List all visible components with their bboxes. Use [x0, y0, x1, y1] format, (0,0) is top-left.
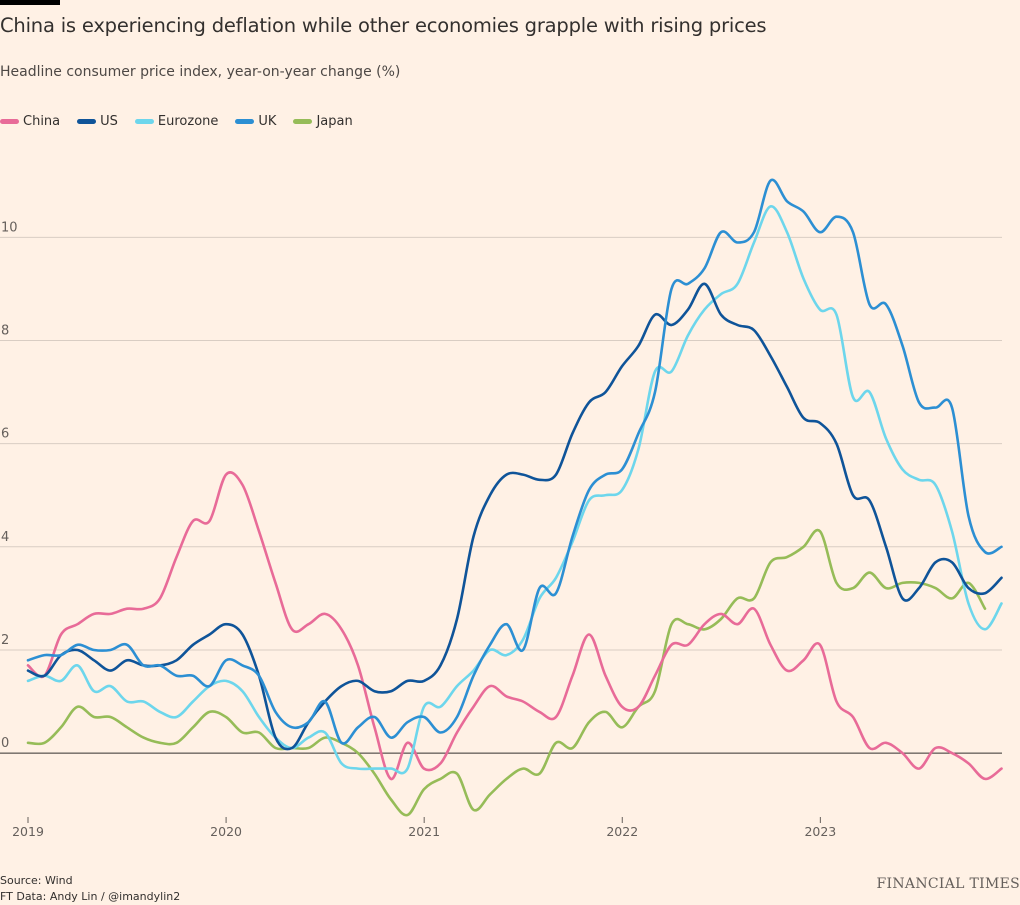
- legend-label: UK: [258, 114, 277, 129]
- series-line-us: [26, 282, 1003, 751]
- credit-note: FT Data: Andy Lin / @imandylin2: [0, 890, 181, 903]
- y-tick-label: 8: [1, 324, 9, 339]
- legend-swatch: [235, 119, 255, 124]
- legend-item-us: US: [77, 114, 118, 129]
- legend-item-eurozone: Eurozone: [134, 114, 219, 129]
- legend-swatch: [77, 119, 97, 124]
- x-tick-label: 2019: [12, 824, 44, 839]
- x-tick-label: 2021: [408, 824, 440, 839]
- chart-footer: Source: Wind FT Data: Andy Lin / @imandy…: [0, 873, 180, 905]
- legend-swatch: [0, 119, 19, 124]
- publisher-logo: FINANCIAL TIMES: [876, 876, 1020, 892]
- y-tick-label: 0: [1, 736, 9, 751]
- legend-item-japan: Japan: [293, 114, 353, 129]
- series-line-china: [26, 471, 1003, 781]
- legend-item-uk: UK: [235, 114, 276, 129]
- y-tick-label: 6: [1, 427, 9, 442]
- line-chart: 0 2 4 6 8 10 2019 2020 2021 2022 2023: [0, 178, 1003, 839]
- legend-swatch: [134, 119, 154, 124]
- y-tick-label: 10: [1, 220, 18, 235]
- x-tick-label: 2022: [606, 824, 638, 839]
- legend-label: Eurozone: [157, 114, 219, 129]
- brand-bar: [0, 0, 60, 5]
- x-tick-label: 2023: [804, 824, 836, 839]
- y-tick-label: 2: [1, 633, 9, 648]
- series-line-eurozone: [26, 205, 1003, 775]
- x-tick-label: 2020: [210, 824, 242, 839]
- legend-swatch: [293, 119, 313, 124]
- source-note: Source: Wind: [0, 874, 73, 887]
- legend-label: China: [23, 114, 61, 129]
- series-line-japan: [26, 528, 987, 817]
- legend-item-china: China: [0, 114, 60, 129]
- chart-subtitle: Headline consumer price index, year-on-y…: [0, 64, 401, 80]
- legend-label: Japan: [316, 114, 353, 129]
- series-line-uk: [26, 178, 1003, 745]
- chart-legend: China US Eurozone UK Japan: [0, 114, 353, 129]
- legend-label: US: [100, 114, 118, 129]
- y-tick-label: 4: [1, 530, 9, 545]
- chart-title: China is experiencing deflation while ot…: [0, 14, 767, 37]
